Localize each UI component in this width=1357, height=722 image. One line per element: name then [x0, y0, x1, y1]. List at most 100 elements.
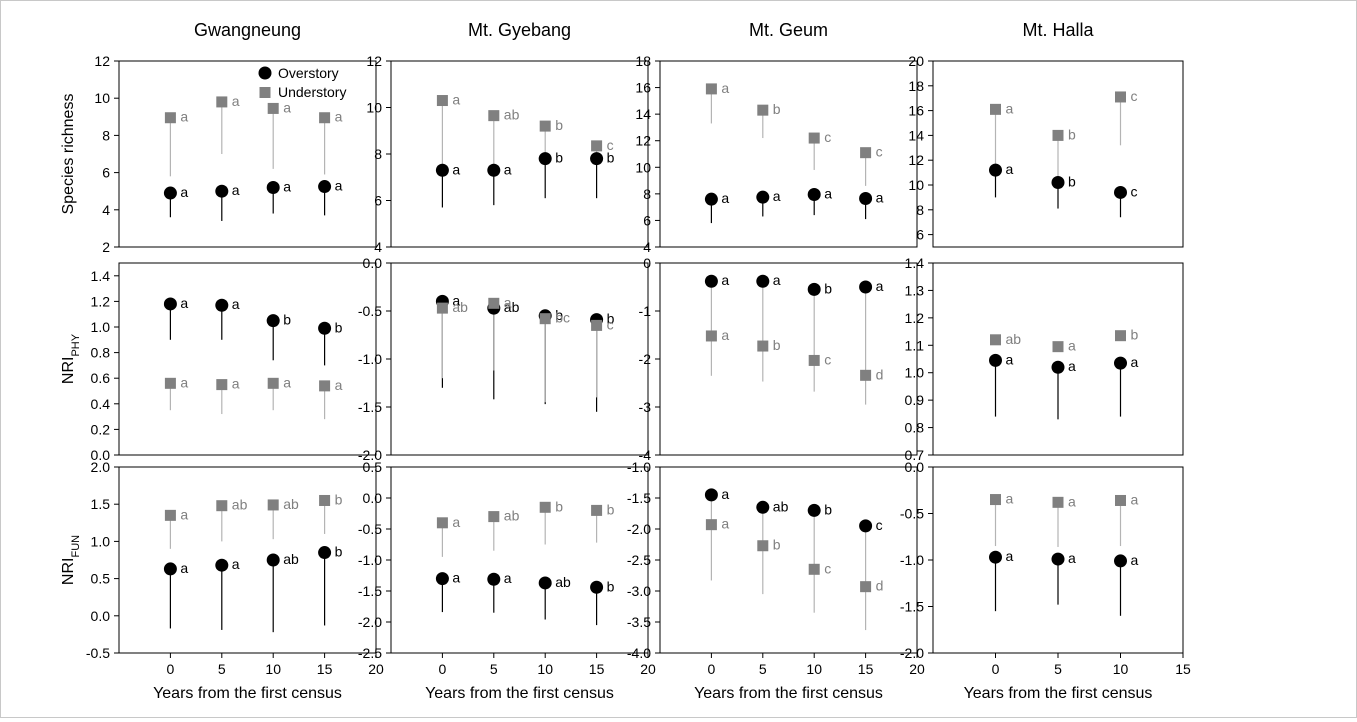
overstory-point	[756, 274, 770, 288]
significance-letter: c	[1131, 183, 1138, 199]
y-tick-label: 0	[643, 255, 651, 271]
overstory-point	[163, 186, 177, 200]
overstory-point	[487, 572, 501, 586]
y-tick-label: 0.2	[91, 421, 111, 437]
overstory-point	[859, 519, 873, 533]
understory-point	[216, 96, 228, 108]
understory-point	[860, 369, 872, 381]
understory-point	[216, 379, 228, 391]
significance-letter: b	[607, 578, 615, 594]
plot-frame	[390, 466, 649, 654]
significance-letter: a	[180, 109, 188, 125]
understory-point	[267, 499, 279, 511]
y-tick-label: 12	[635, 133, 651, 149]
y-tick-label: 14	[908, 127, 924, 143]
x-axis-title-3: Years from the first census	[964, 685, 1153, 702]
panel-2-1: -2.5-2.0-1.5-1.0-0.50.00.50 5 10 15 20a a ab ba…	[358, 459, 656, 677]
y-tick-label: -4.0	[627, 645, 651, 661]
x-tick-label: 20	[640, 661, 656, 677]
overstory-point	[756, 190, 770, 204]
overstory-point	[318, 180, 332, 194]
plot-frame	[932, 60, 1184, 248]
significance-letter: b	[1131, 327, 1139, 343]
y-tick-label: -3.5	[627, 614, 651, 630]
y-tick-label: 0.0	[363, 490, 383, 506]
significance-letter: a	[232, 376, 240, 392]
overstory-point	[1051, 552, 1065, 566]
significance-letter: b	[555, 498, 563, 514]
overstory-point	[807, 282, 821, 296]
significance-letter: a	[180, 295, 188, 311]
significance-letter: c	[1131, 88, 1138, 104]
significance-letter: a	[180, 506, 188, 522]
understory-point	[1115, 91, 1126, 103]
x-axis-title-1: Years from the first census	[425, 685, 614, 702]
y-tick-label: -2.0	[627, 521, 651, 537]
significance-letter: a	[721, 80, 729, 96]
plot-frame	[118, 262, 377, 456]
overstory-point	[266, 314, 280, 328]
y-tick-label: 1.1	[905, 337, 925, 353]
y-tick-label: 0.0	[91, 447, 111, 463]
y-tick-label: 10	[908, 177, 924, 193]
significance-letter: ab	[504, 508, 520, 524]
x-tick-label: 20	[368, 661, 384, 677]
significance-letter: a	[1006, 351, 1014, 367]
y-tick-label: 8	[916, 202, 924, 218]
y-tick-label: -2.0	[358, 447, 382, 463]
significance-letter: ab	[232, 497, 248, 513]
significance-letter: b	[1068, 126, 1076, 142]
understory-point	[164, 112, 176, 124]
overstory-point	[215, 184, 229, 198]
site-title-1: Mt. Gyebang	[468, 20, 571, 40]
y-tick-label: 10	[366, 100, 382, 116]
significance-letter: a	[824, 186, 832, 202]
overstory-point	[989, 353, 1002, 367]
overstory-point	[756, 500, 770, 514]
significance-letter: d	[876, 366, 884, 382]
understory-point	[319, 380, 331, 392]
plot-frame	[118, 466, 377, 654]
significance-letter: a	[773, 272, 781, 288]
y-tick-label: 6	[643, 212, 651, 228]
y-tick-label: 0.0	[363, 255, 383, 271]
significance-letter: b	[773, 101, 781, 117]
understory-point	[757, 104, 769, 116]
overstory-point	[807, 503, 821, 517]
significance-letter: a	[1131, 552, 1139, 568]
y-tick-label: -1.0	[358, 351, 382, 367]
y-tick-label: 10	[635, 159, 651, 175]
understory-point	[990, 334, 1001, 346]
significance-letter: a	[180, 560, 188, 576]
y-tick-label: 8	[102, 127, 110, 143]
y-tick-label: 14	[635, 106, 651, 122]
panel-0-2: 4 6 8 10 12 14 16 18 a a a a a b c c	[635, 53, 918, 255]
understory-point	[705, 330, 717, 342]
understory-point	[436, 517, 448, 529]
significance-letter: c	[876, 517, 883, 533]
overstory-point	[859, 280, 873, 294]
significance-letter: a	[721, 516, 729, 532]
y-tick-label: -1.0	[627, 459, 651, 475]
significance-letter: a	[452, 92, 460, 108]
overstory-point	[215, 558, 229, 572]
significance-letter: ab	[452, 299, 468, 315]
panel-1-0: 0.0 0.2 0.4 0.6 0.8 1.0 1.2 1.4 a a b b a a a a	[91, 262, 377, 463]
overstory-point	[1051, 176, 1065, 190]
understory-point	[319, 494, 331, 506]
plot-frame	[659, 60, 918, 248]
significance-letter: a	[180, 374, 188, 390]
significance-letter: ab	[283, 551, 299, 567]
overstory-point	[704, 274, 718, 288]
significance-letter: a	[1068, 358, 1076, 374]
significance-letter: b	[607, 311, 615, 327]
plot-frame	[390, 262, 649, 456]
overstory-point	[704, 192, 718, 206]
significance-letter: b	[607, 501, 615, 517]
overstory-point	[435, 163, 449, 177]
significance-letter: ab	[1006, 331, 1022, 347]
understory-point	[990, 494, 1001, 506]
panel-0-0: 2 4 6 8 10 12 a a a a a a a a Overstory Understory	[94, 53, 377, 255]
